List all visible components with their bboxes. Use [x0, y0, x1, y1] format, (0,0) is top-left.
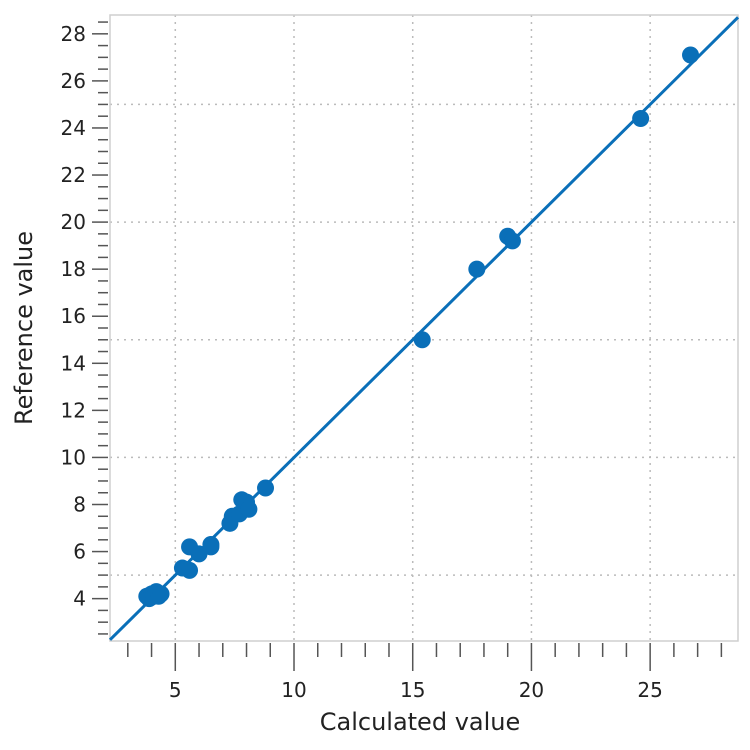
- y-tick-label: 16: [61, 304, 86, 328]
- data-point: [202, 536, 220, 554]
- x-tick-label: 20: [519, 678, 544, 702]
- x-tick-label: 25: [637, 678, 662, 702]
- y-tick-label: 18: [61, 257, 86, 281]
- data-point: [257, 479, 275, 497]
- data-point: [240, 500, 258, 518]
- y-tick-label: 4: [73, 587, 86, 611]
- y-tick-label: 12: [61, 398, 86, 422]
- y-tick-label: 20: [61, 210, 86, 234]
- y-tick-label: 6: [73, 540, 86, 564]
- data-points: [138, 46, 700, 608]
- x-tick-label: 10: [281, 678, 306, 702]
- y-tick-label: 14: [61, 351, 86, 375]
- x-tick-label: 5: [169, 678, 182, 702]
- y-tick-label: 28: [61, 22, 86, 46]
- y-tick-label: 26: [61, 69, 86, 93]
- y-axis-title: Reference value: [10, 231, 38, 425]
- y-tick-label: 10: [61, 445, 86, 469]
- data-point: [181, 561, 199, 579]
- x-tick-label: 15: [400, 678, 425, 702]
- data-point: [152, 585, 170, 603]
- axes: 5 10 15 20 25 4 6 8 10 12 14 16 18 20 22 24 26 28: [61, 21, 723, 702]
- data-point: [682, 46, 700, 64]
- y-tick-label: 8: [73, 493, 86, 517]
- y-tick-label: 24: [61, 116, 86, 140]
- y-tick-label: 22: [61, 163, 86, 187]
- data-point: [468, 260, 486, 278]
- data-point: [632, 110, 650, 128]
- plot-frame: [109, 14, 739, 642]
- data-point: [503, 232, 521, 250]
- data-point: [413, 331, 431, 349]
- x-axis-title: Calculated value: [320, 708, 521, 736]
